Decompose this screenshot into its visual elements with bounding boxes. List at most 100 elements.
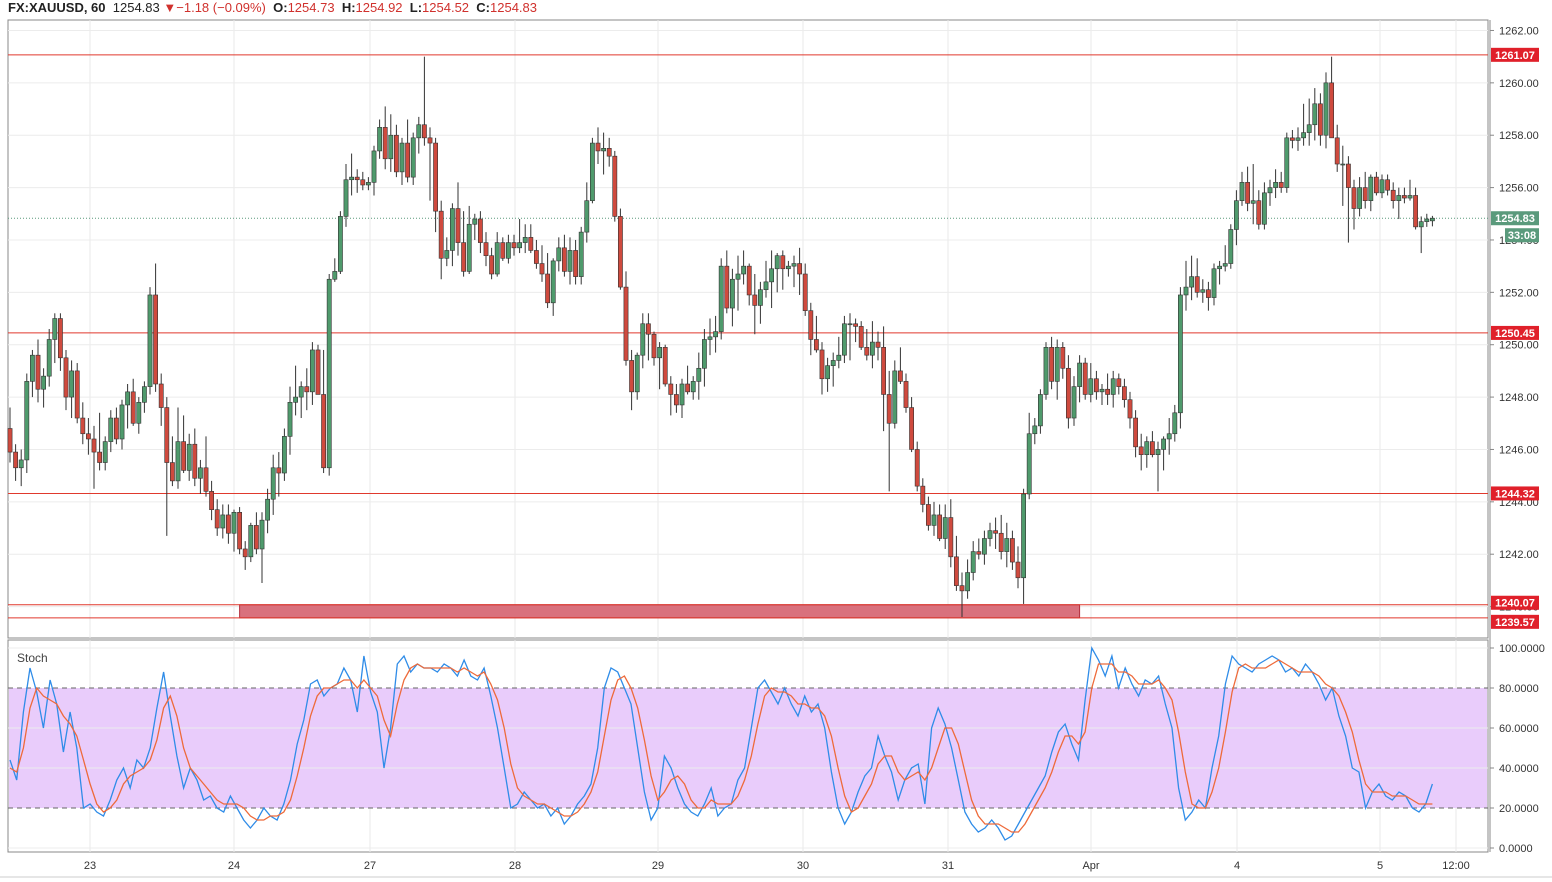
candle[interactable] — [1066, 355, 1071, 429]
candle[interactable] — [937, 504, 942, 542]
candle[interactable] — [696, 352, 702, 400]
candle[interactable] — [595, 127, 601, 165]
candle[interactable] — [780, 250, 786, 290]
candle[interactable] — [1346, 156, 1351, 243]
candle[interactable] — [1379, 174, 1385, 199]
candle[interactable] — [175, 407, 181, 489]
candle[interactable] — [69, 360, 74, 419]
candle[interactable] — [1183, 260, 1189, 311]
candle[interactable] — [29, 349, 35, 398]
price-pane[interactable] — [7, 19, 1489, 639]
candle[interactable] — [617, 208, 623, 290]
candle[interactable] — [752, 274, 758, 335]
candle[interactable] — [181, 415, 186, 474]
stochastic-line-d[interactable] — [9, 659, 1433, 833]
candle[interactable] — [220, 504, 226, 539]
candle[interactable] — [897, 347, 903, 384]
candle[interactable] — [533, 239, 539, 269]
candle[interactable] — [511, 234, 517, 256]
candle[interactable] — [505, 234, 511, 264]
candle[interactable] — [309, 342, 315, 405]
candle[interactable] — [673, 383, 679, 413]
candle[interactable] — [1004, 522, 1010, 568]
candle[interactable] — [987, 522, 993, 547]
candle[interactable] — [365, 177, 371, 191]
candle[interactable] — [472, 213, 478, 240]
candle[interactable] — [1318, 93, 1323, 146]
candle[interactable] — [1122, 378, 1127, 408]
candle[interactable] — [1323, 72, 1329, 149]
candle[interactable] — [875, 331, 881, 361]
candle[interactable] — [774, 253, 780, 293]
candle[interactable] — [63, 349, 69, 411]
candle[interactable] — [1430, 215, 1435, 227]
candle[interactable] — [1054, 339, 1060, 400]
candle[interactable] — [326, 274, 332, 476]
candle[interactable] — [1217, 260, 1222, 285]
candle[interactable] — [1043, 342, 1049, 400]
candle[interactable] — [1368, 174, 1374, 212]
candle[interactable] — [763, 260, 769, 298]
candle[interactable] — [1290, 129, 1295, 149]
candle[interactable] — [517, 219, 522, 254]
candle[interactable] — [494, 232, 500, 277]
candle[interactable] — [903, 373, 909, 413]
candle[interactable] — [114, 407, 119, 445]
candle[interactable] — [158, 373, 164, 426]
candle[interactable] — [461, 211, 466, 277]
candle[interactable] — [1099, 383, 1105, 405]
candle[interactable] — [1038, 389, 1043, 434]
candle[interactable] — [836, 336, 842, 369]
candle[interactable] — [640, 313, 646, 369]
candle[interactable] — [371, 145, 377, 196]
candle[interactable] — [909, 397, 914, 453]
candle[interactable] — [1015, 546, 1021, 589]
candle[interactable] — [685, 365, 690, 395]
candle[interactable] — [578, 226, 584, 285]
candle[interactable] — [528, 224, 534, 254]
candle[interactable] — [920, 478, 926, 513]
candle[interactable] — [1278, 171, 1284, 193]
candle[interactable] — [354, 169, 360, 193]
candle[interactable] — [315, 344, 321, 395]
candle[interactable] — [1362, 171, 1368, 209]
candle[interactable] — [769, 250, 774, 309]
candle[interactable] — [393, 124, 399, 178]
candle[interactable] — [203, 436, 209, 497]
candle[interactable] — [304, 368, 310, 411]
candle[interactable] — [1256, 190, 1262, 230]
candle[interactable] — [298, 381, 304, 419]
candle[interactable] — [192, 428, 198, 487]
candle[interactable] — [97, 412, 102, 471]
candle[interactable] — [1110, 370, 1116, 408]
candle[interactable] — [645, 313, 651, 361]
candle[interactable] — [690, 376, 696, 400]
candle[interactable] — [1194, 258, 1200, 298]
candle[interactable] — [545, 253, 550, 309]
candle[interactable] — [18, 449, 24, 487]
candle[interactable] — [959, 572, 965, 618]
candle[interactable] — [601, 132, 606, 175]
candle[interactable] — [276, 452, 282, 497]
candle[interactable] — [1334, 124, 1340, 172]
candle[interactable] — [125, 383, 130, 429]
candle[interactable] — [130, 378, 136, 426]
candle[interactable] — [1009, 530, 1015, 570]
candle[interactable] — [573, 239, 578, 285]
candle[interactable] — [57, 313, 63, 371]
candle[interactable] — [853, 318, 858, 343]
candle[interactable] — [186, 433, 192, 481]
candle[interactable] — [1262, 182, 1267, 230]
support-zone[interactable] — [239, 604, 1081, 619]
candle[interactable] — [164, 397, 170, 536]
candle[interactable] — [976, 538, 982, 560]
candle[interactable] — [713, 315, 718, 353]
candle[interactable] — [399, 137, 405, 185]
candle[interactable] — [108, 410, 114, 453]
candle[interactable] — [1374, 171, 1379, 196]
candle[interactable] — [1105, 373, 1110, 405]
candle[interactable] — [1273, 169, 1278, 199]
candle[interactable] — [634, 352, 640, 400]
candle[interactable] — [1295, 127, 1301, 151]
candle[interactable] — [791, 255, 797, 288]
